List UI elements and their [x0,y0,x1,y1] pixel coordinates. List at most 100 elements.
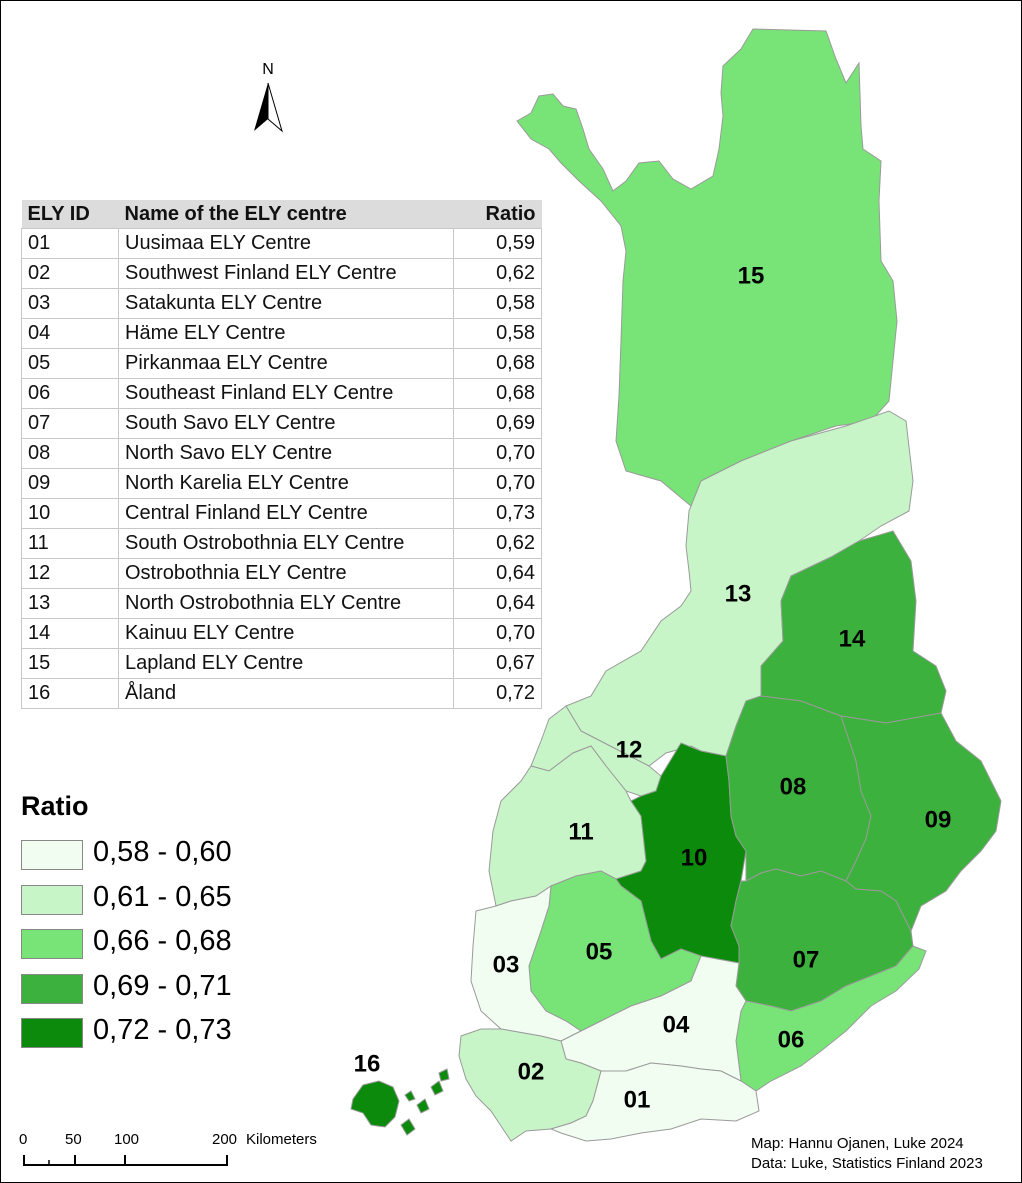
region-15[interactable] [516,28,898,507]
cell-ely-name: North Ostrobothnia ELY Centre [118,588,454,619]
table-row: 15 Lapland ELY Centre 0,67 [21,648,542,679]
cell-ely-id: 01 [21,228,119,259]
legend-label: 0,58 - 0,60 [93,836,232,868]
cell-ely-name: Kainuu ELY Centre [118,618,454,649]
legend-swatch [21,973,83,1004]
cell-ely-id: 02 [21,258,119,289]
cell-ely-id: 11 [21,528,119,559]
cell-ely-id: 08 [21,438,119,469]
legend-swatch [21,929,83,959]
scale-tick-200: 200 [212,1131,238,1148]
table-row: 09 North Karelia ELY Centre 0,70 [21,468,542,499]
credits-data: Data: Luke, Statistics Finland 2023 [751,1155,983,1172]
region-label-01: 01 [624,1086,651,1113]
legend-swatch [21,1018,83,1048]
cell-ely-id: 07 [21,408,119,439]
legend-label: 0,69 - 0,71 [93,969,232,1002]
region-label-13: 13 [725,580,752,607]
cell-ratio: 0,62 [453,528,542,559]
cell-ely-name: South Savo ELY Centre [118,408,454,439]
region-label-02: 02 [518,1058,545,1085]
region-label-04: 04 [663,1011,690,1038]
table-row: 02 Southwest Finland ELY Centre 0,62 [21,258,542,289]
scale-bar-graphic [23,1155,228,1166]
cell-ratio: 0,69 [453,408,542,439]
region-label-16: 16 [354,1050,381,1077]
cell-ely-id: 16 [21,678,119,709]
legend-item: 0,61 - 0,65 [21,881,232,930]
cell-ely-name: South Ostrobothnia ELY Centre [118,528,454,559]
legend-swatch [21,840,83,870]
table-row: 12 Ostrobothnia ELY Centre 0,64 [21,558,542,589]
cell-ratio: 0,70 [453,468,542,499]
region-label-05: 05 [586,938,613,965]
legend: Ratio 0,58 - 0,60 0,61 - 0,65 0,66 - 0,68 0… [21,791,232,1063]
cell-ely-id: 10 [21,498,119,529]
cell-ratio: 0,72 [453,678,542,709]
legend-title: Ratio [21,791,89,821]
legend-label: 0,61 - 0,65 [93,880,232,913]
region-label-14: 14 [839,625,866,652]
region-label-12: 12 [616,736,643,763]
cell-ely-name: Southeast Finland ELY Centre [118,378,454,409]
scale-bar: 0 50 100 200 Kilometers [19,1131,339,1171]
cell-ely-name: Häme ELY Centre [118,318,454,349]
table-row: 11 South Ostrobothnia ELY Centre 0,62 [21,528,542,559]
table-row: 13 North Ostrobothnia ELY Centre 0,64 [21,588,542,619]
region-03[interactable] [470,884,582,1042]
scale-tick-0: 0 [19,1131,28,1148]
cell-ratio: 0,68 [453,378,542,409]
scale-tick-100: 100 [114,1131,140,1148]
cell-ely-id: 12 [21,558,119,589]
region-16[interactable] [350,1068,450,1136]
table-row: 08 North Savo ELY Centre 0,70 [21,438,542,469]
cell-ely-id: 13 [21,588,119,619]
cell-ratio: 0,70 [453,438,542,469]
legend-label: 0,72 - 0,73 [93,1014,232,1046]
cell-ely-name: Satakunta ELY Centre [118,288,454,319]
table-row: 03 Satakunta ELY Centre 0,58 [21,288,542,319]
region-label-10: 10 [681,844,708,871]
cell-ely-id: 14 [21,618,119,649]
ely-table: ELY ID Name of the ELY centre Ratio 01 Uu… [21,200,542,709]
table-header-row: ELY ID Name of the ELY centre Ratio [21,200,542,229]
cell-ely-id: 09 [21,468,119,499]
header-ely-id: ELY ID [21,200,119,229]
cell-ely-name: Southwest Finland ELY Centre [118,258,454,289]
region-09[interactable] [840,712,1002,933]
map-credits: Map: Hannu Ojanen, Luke 2024 Data: Luke,… [751,1134,983,1174]
cell-ely-name: Pirkanmaa ELY Centre [118,348,454,379]
cell-ely-name: North Karelia ELY Centre [118,468,454,499]
header-ely-name: Name of the ELY centre [118,200,454,229]
north-arrow: N [251,61,285,133]
table-row: 04 Häme ELY Centre 0,58 [21,318,542,349]
cell-ely-id: 03 [21,288,119,319]
legend-label: 0,66 - 0,68 [93,925,232,957]
cell-ratio: 0,70 [453,618,542,649]
cell-ratio: 0,58 [453,318,542,349]
north-letter: N [262,61,274,78]
table-row: 06 Southeast Finland ELY Centre 0,68 [21,378,542,409]
region-label-09: 09 [925,806,952,833]
table-row: 16 Åland 0,72 [21,678,542,709]
cell-ely-name: Central Finland ELY Centre [118,498,454,529]
cell-ely-id: 15 [21,648,119,679]
cell-ely-name: Ostrobothnia ELY Centre [118,558,454,589]
cell-ratio: 0,59 [453,228,542,259]
scale-unit: Kilometers [246,1131,317,1148]
credits-map: Map: Hannu Ojanen, Luke 2024 [751,1135,964,1152]
legend-swatch [21,884,83,915]
cell-ratio: 0,64 [453,588,542,619]
legend-item: 0,72 - 0,73 [21,1014,232,1063]
region-01[interactable] [549,1062,760,1142]
cell-ratio: 0,62 [453,258,542,289]
region-label-07: 07 [793,946,820,973]
region-label-08: 08 [780,773,807,800]
cell-ely-name: Lapland ELY Centre [118,648,454,679]
cell-ely-name: Åland [118,678,454,709]
cell-ratio: 0,64 [453,558,542,589]
header-ratio: Ratio [453,200,542,229]
legend-item: 0,69 - 0,71 [21,970,232,1019]
legend-item: 0,66 - 0,68 [21,925,232,974]
